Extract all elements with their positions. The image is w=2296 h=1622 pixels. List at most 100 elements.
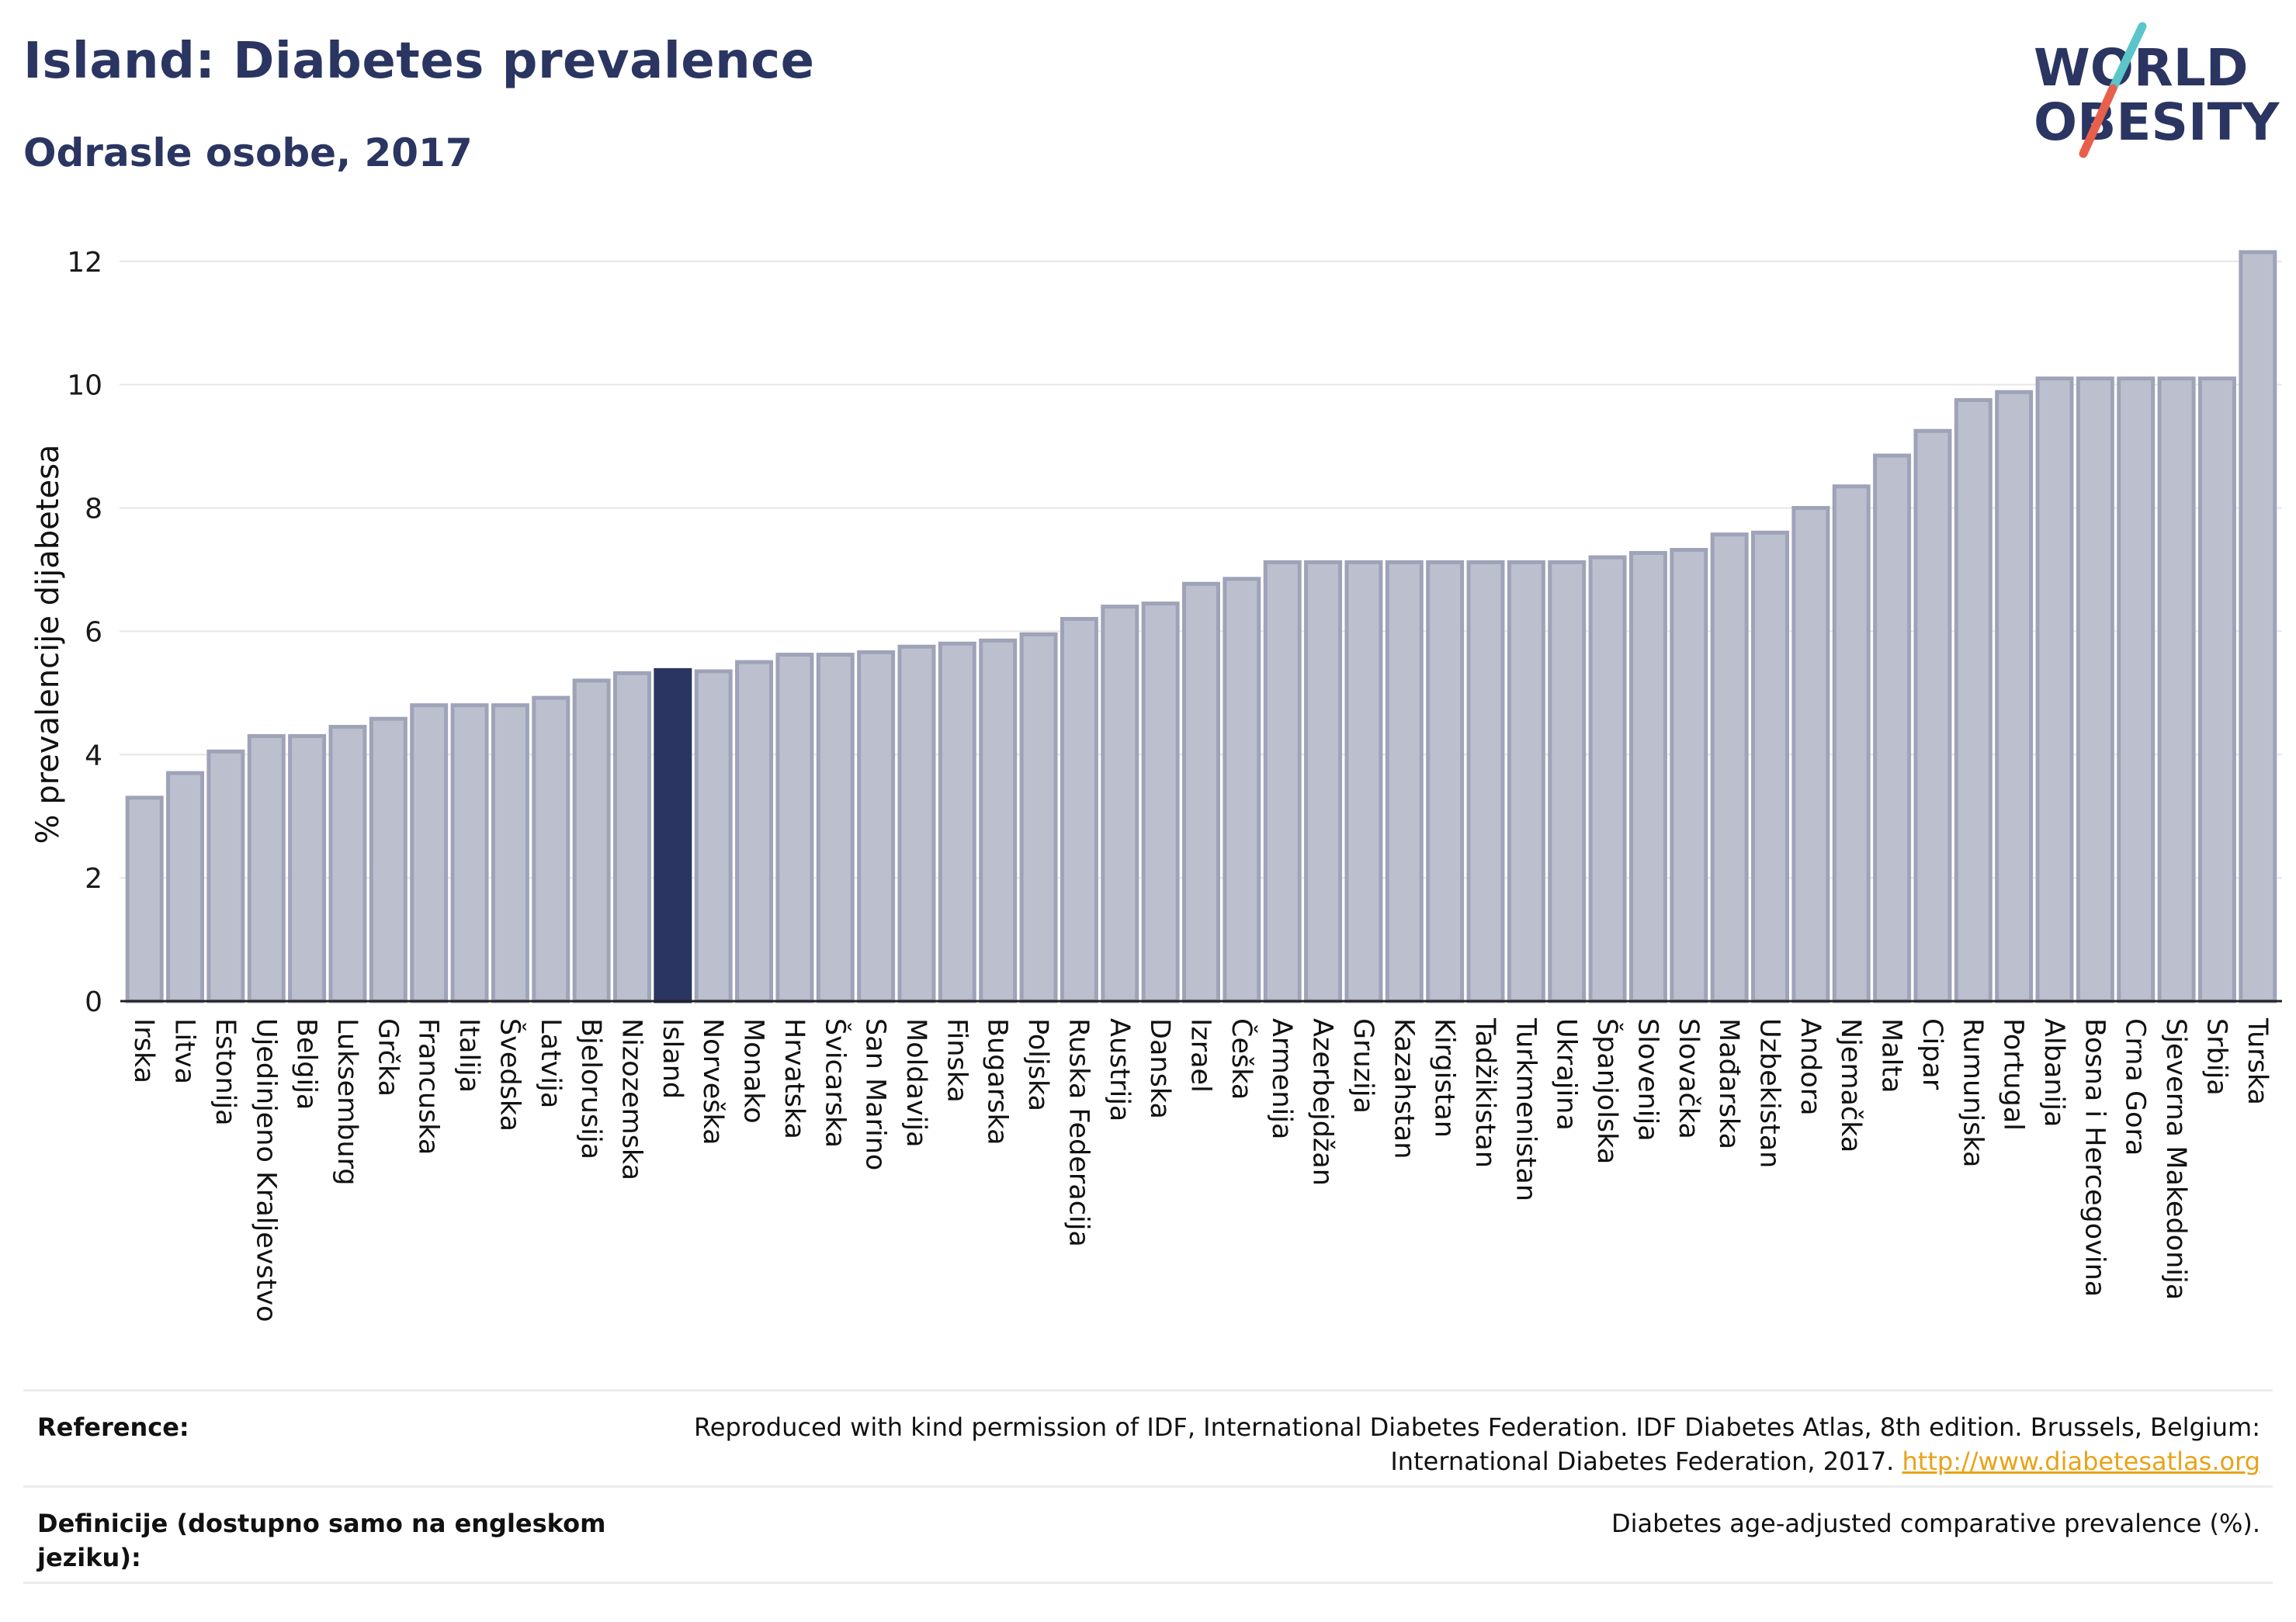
x-tick-label: Austrija	[1104, 1018, 1135, 1121]
x-tick-label: Bosna i Hercegovina	[2079, 1018, 2110, 1297]
x-tick-label: Belgija	[291, 1018, 322, 1110]
bar	[1385, 560, 1424, 1003]
x-tick-label: Albanija	[2038, 1018, 2069, 1127]
bar	[532, 695, 571, 1003]
reference-bottom-border	[23, 1582, 2273, 1584]
bar	[328, 725, 367, 1003]
x-tick-label: Norveška	[697, 1018, 728, 1145]
bar	[735, 660, 774, 1003]
definition-row: Definicije (dostupno samo na engleskom j…	[23, 1485, 2273, 1584]
x-tick-label: Ukrajina	[1551, 1018, 1582, 1131]
y-tick-label: 12	[67, 247, 102, 279]
bar	[369, 716, 408, 1003]
reference-section: Reference: Reproduced with kind permissi…	[23, 1389, 2273, 1584]
bar	[1791, 506, 1830, 1003]
bar	[2197, 376, 2236, 1003]
definition-text: Diabetes age-adjusted comparative preval…	[1611, 1509, 2260, 1538]
bar	[491, 703, 529, 1003]
x-tick-label: Turkmenistan	[1510, 1017, 1541, 1201]
y-tick-label: 0	[85, 986, 102, 1018]
bar	[1141, 601, 1180, 1003]
bar	[572, 678, 611, 1003]
x-tick-label: Armenija	[1266, 1018, 1297, 1139]
x-tick-label: Latvija	[535, 1018, 566, 1108]
bar	[1995, 390, 2034, 1003]
x-tick-label: Litva	[169, 1018, 200, 1084]
bar	[694, 669, 733, 1003]
bar	[1548, 560, 1587, 1003]
x-tick-label: Izrael	[1185, 1018, 1216, 1093]
y-tick-label: 10	[67, 370, 102, 402]
reference-text-line1: Reproduced with kind permission of IDF, …	[693, 1412, 2260, 1442]
logo-slash-top	[2108, 22, 2147, 93]
chart-title: Island: Diabetes prevalence	[23, 33, 815, 90]
x-tick-label: Irska	[128, 1018, 159, 1083]
bar	[288, 733, 327, 1003]
reference-row: Reference: Reproduced with kind permissi…	[23, 1389, 2273, 1488]
bar	[1507, 560, 1545, 1003]
bar	[612, 671, 651, 1003]
bar	[450, 703, 489, 1003]
bar	[1873, 453, 1912, 1003]
bar	[1344, 560, 1383, 1003]
x-tick-label: Sjeverna Makedonija	[2160, 1018, 2191, 1300]
x-tick-label: Češka	[1226, 1018, 1258, 1100]
x-tick-label: Island	[657, 1018, 688, 1099]
bar	[1751, 530, 1790, 1003]
x-tick-label: Rumunjska	[1957, 1018, 1988, 1167]
bar	[1832, 484, 1871, 1003]
bar	[1101, 605, 1139, 1003]
bar	[857, 650, 896, 1003]
x-tick-label: Ruska Federacija	[1063, 1018, 1094, 1247]
x-tick-label: Kazahstan	[1388, 1018, 1419, 1159]
bar	[1263, 560, 1302, 1003]
x-tick-label: Ujedinjeno Kraljevstvo	[250, 1018, 281, 1322]
x-tick-label: Malta	[1876, 1018, 1907, 1093]
bar	[1304, 560, 1343, 1003]
logo-text-line1: WORLD	[2034, 38, 2249, 98]
bar	[938, 641, 976, 1003]
bars	[125, 250, 2277, 1003]
x-tick-label: Švedska	[494, 1018, 526, 1132]
bar-chart: 0 2 4 6 8 10 12 Irska Litva Estonija Ujedinjeno K…	[30, 247, 2282, 1322]
bar	[979, 638, 1018, 1003]
x-tick-label: Moldavija	[900, 1018, 931, 1148]
x-tick-label: Azerbejdžan	[1307, 1018, 1338, 1186]
x-tick-label: Mađarska	[1713, 1018, 1744, 1149]
x-tick-label: Italija	[453, 1018, 484, 1093]
y-tick-label: 6	[85, 616, 102, 648]
bar	[816, 653, 855, 1003]
bar	[1426, 560, 1465, 1003]
bar	[1913, 428, 1952, 1003]
bar	[125, 795, 164, 1003]
bar	[1628, 551, 1667, 1003]
x-tick-label: Hrvatska	[779, 1018, 810, 1139]
y-axis-title: % prevalencije dijabetesa	[30, 445, 66, 844]
bar	[2239, 250, 2277, 1003]
bar-highlighted	[654, 667, 692, 1003]
x-tick-label: Bjelorusija	[575, 1018, 606, 1159]
bar	[166, 771, 205, 1003]
bar	[1060, 617, 1098, 1003]
reference-label: Reference:	[37, 1412, 189, 1442]
bar	[1954, 398, 1993, 1003]
bar	[2117, 376, 2156, 1003]
x-tick-label: Njemačka	[1835, 1018, 1866, 1152]
y-tick-label: 2	[85, 863, 102, 895]
bar	[410, 703, 449, 1003]
y-tick-label: 8	[85, 494, 102, 525]
x-tick-label: Finska	[941, 1018, 972, 1103]
chart-subtitle: Odrasle osobe, 2017	[23, 130, 473, 175]
x-tick-label: Slovenija	[1632, 1018, 1663, 1142]
x-tick-label: Španjolska	[1591, 1018, 1624, 1164]
x-tick-label: Uzbekistan	[1754, 1018, 1785, 1168]
bar	[775, 653, 814, 1003]
x-tick-label: Poljska	[1022, 1018, 1053, 1111]
x-tick-label: Francuska	[413, 1018, 444, 1155]
bar	[1670, 548, 1708, 1003]
x-tick-label: Monako	[738, 1018, 769, 1124]
bar	[2157, 376, 2196, 1003]
logo-slash-bottom	[2079, 84, 2117, 158]
reference-link[interactable]: http://www.diabetesatlas.org	[1902, 1447, 2260, 1476]
x-tick-label: Švicarska	[819, 1018, 851, 1148]
